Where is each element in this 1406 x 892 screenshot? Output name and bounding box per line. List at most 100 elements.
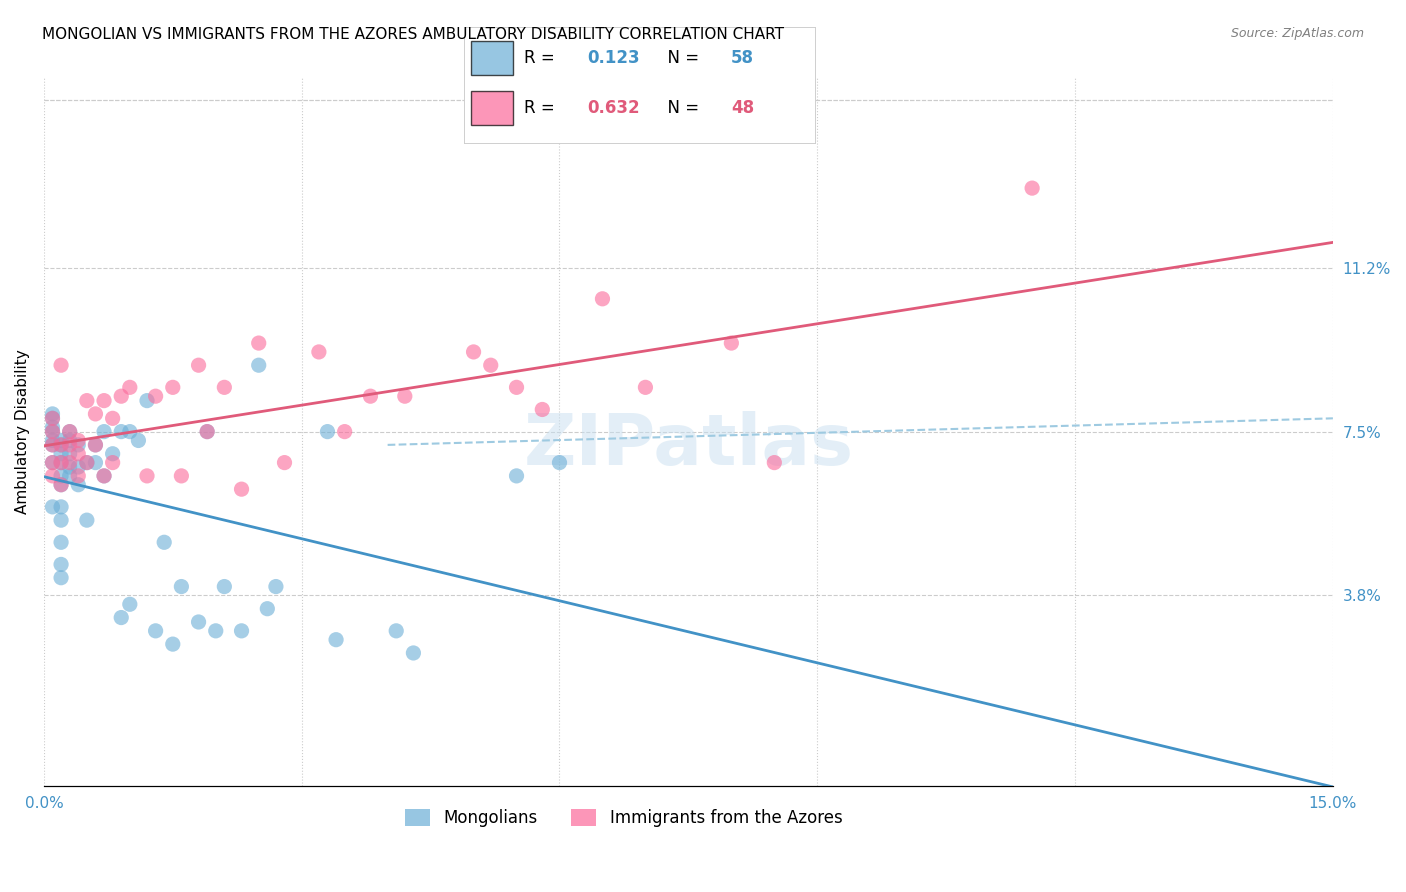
Point xyxy=(41,407,63,421)
Point xyxy=(153,535,176,549)
Point xyxy=(93,393,115,408)
Point xyxy=(394,389,416,403)
Y-axis label: Ambulatory Disability: Ambulatory Disability xyxy=(15,350,30,514)
Point xyxy=(127,434,149,448)
Point xyxy=(49,438,72,452)
Point xyxy=(162,380,184,394)
Point xyxy=(84,438,107,452)
Point xyxy=(76,513,98,527)
Point xyxy=(59,447,82,461)
Point xyxy=(247,336,270,351)
Point xyxy=(634,380,657,394)
Point xyxy=(41,469,63,483)
Point xyxy=(136,393,159,408)
Point xyxy=(93,469,115,483)
Point xyxy=(41,420,63,434)
Text: 0.123: 0.123 xyxy=(588,49,640,67)
Point xyxy=(41,438,63,452)
Point xyxy=(170,580,193,594)
Point xyxy=(59,456,82,470)
Point xyxy=(118,597,141,611)
Point xyxy=(76,456,98,470)
Text: MONGOLIAN VS IMMIGRANTS FROM THE AZORES AMBULATORY DISABILITY CORRELATION CHART: MONGOLIAN VS IMMIGRANTS FROM THE AZORES … xyxy=(42,27,785,42)
Text: Source: ZipAtlas.com: Source: ZipAtlas.com xyxy=(1230,27,1364,40)
Point xyxy=(49,513,72,527)
Point xyxy=(548,456,571,470)
Point xyxy=(49,469,72,483)
Point xyxy=(247,358,270,372)
Point xyxy=(325,632,347,647)
Point xyxy=(531,402,554,417)
Point xyxy=(49,456,72,470)
Point xyxy=(145,389,167,403)
Point xyxy=(231,482,253,496)
Point xyxy=(49,434,72,448)
Point xyxy=(41,456,63,470)
Text: 48: 48 xyxy=(731,99,754,117)
Text: N =: N = xyxy=(658,49,704,67)
Point xyxy=(264,580,287,594)
Point xyxy=(479,358,502,372)
Point xyxy=(316,425,339,439)
Point xyxy=(59,425,82,439)
Point xyxy=(101,447,124,461)
Point xyxy=(187,358,209,372)
Point xyxy=(49,477,72,491)
Point xyxy=(110,425,132,439)
Point xyxy=(214,580,236,594)
Text: 0.632: 0.632 xyxy=(588,99,640,117)
Point xyxy=(67,438,90,452)
Point xyxy=(385,624,408,638)
Point xyxy=(204,624,226,638)
Point xyxy=(59,434,82,448)
Point xyxy=(110,610,132,624)
Point xyxy=(308,345,330,359)
Point xyxy=(49,477,72,491)
Point xyxy=(67,447,90,461)
Point xyxy=(505,380,527,394)
Text: R =: R = xyxy=(524,49,560,67)
Text: N =: N = xyxy=(658,99,704,117)
Point xyxy=(720,336,742,351)
Text: ZIPatlas: ZIPatlas xyxy=(523,411,853,480)
Point xyxy=(41,456,63,470)
Point xyxy=(170,469,193,483)
Point xyxy=(195,425,218,439)
Point xyxy=(41,500,63,514)
Point xyxy=(49,535,72,549)
FancyBboxPatch shape xyxy=(471,41,513,76)
Point xyxy=(505,469,527,483)
Point xyxy=(49,500,72,514)
Point xyxy=(59,438,82,452)
Point xyxy=(333,425,356,439)
Point xyxy=(49,358,72,372)
Point xyxy=(59,425,82,439)
Point xyxy=(49,438,72,452)
Point xyxy=(76,393,98,408)
Point xyxy=(136,469,159,483)
Point xyxy=(41,425,63,439)
Point xyxy=(110,389,132,403)
Point xyxy=(41,425,63,439)
Point xyxy=(591,292,613,306)
Point xyxy=(41,411,63,425)
Point xyxy=(231,624,253,638)
Text: 58: 58 xyxy=(731,49,754,67)
Point xyxy=(49,447,72,461)
Point xyxy=(359,389,381,403)
Text: R =: R = xyxy=(524,99,560,117)
Point xyxy=(67,434,90,448)
Point xyxy=(93,469,115,483)
Point xyxy=(187,615,209,629)
Point xyxy=(67,460,90,475)
Point xyxy=(41,434,63,448)
Point xyxy=(162,637,184,651)
Point xyxy=(84,456,107,470)
Point xyxy=(273,456,295,470)
Point xyxy=(118,380,141,394)
Point xyxy=(84,407,107,421)
Point xyxy=(195,425,218,439)
Point xyxy=(67,469,90,483)
Point xyxy=(49,456,72,470)
Legend: Mongolians, Immigrants from the Azores: Mongolians, Immigrants from the Azores xyxy=(399,803,849,834)
